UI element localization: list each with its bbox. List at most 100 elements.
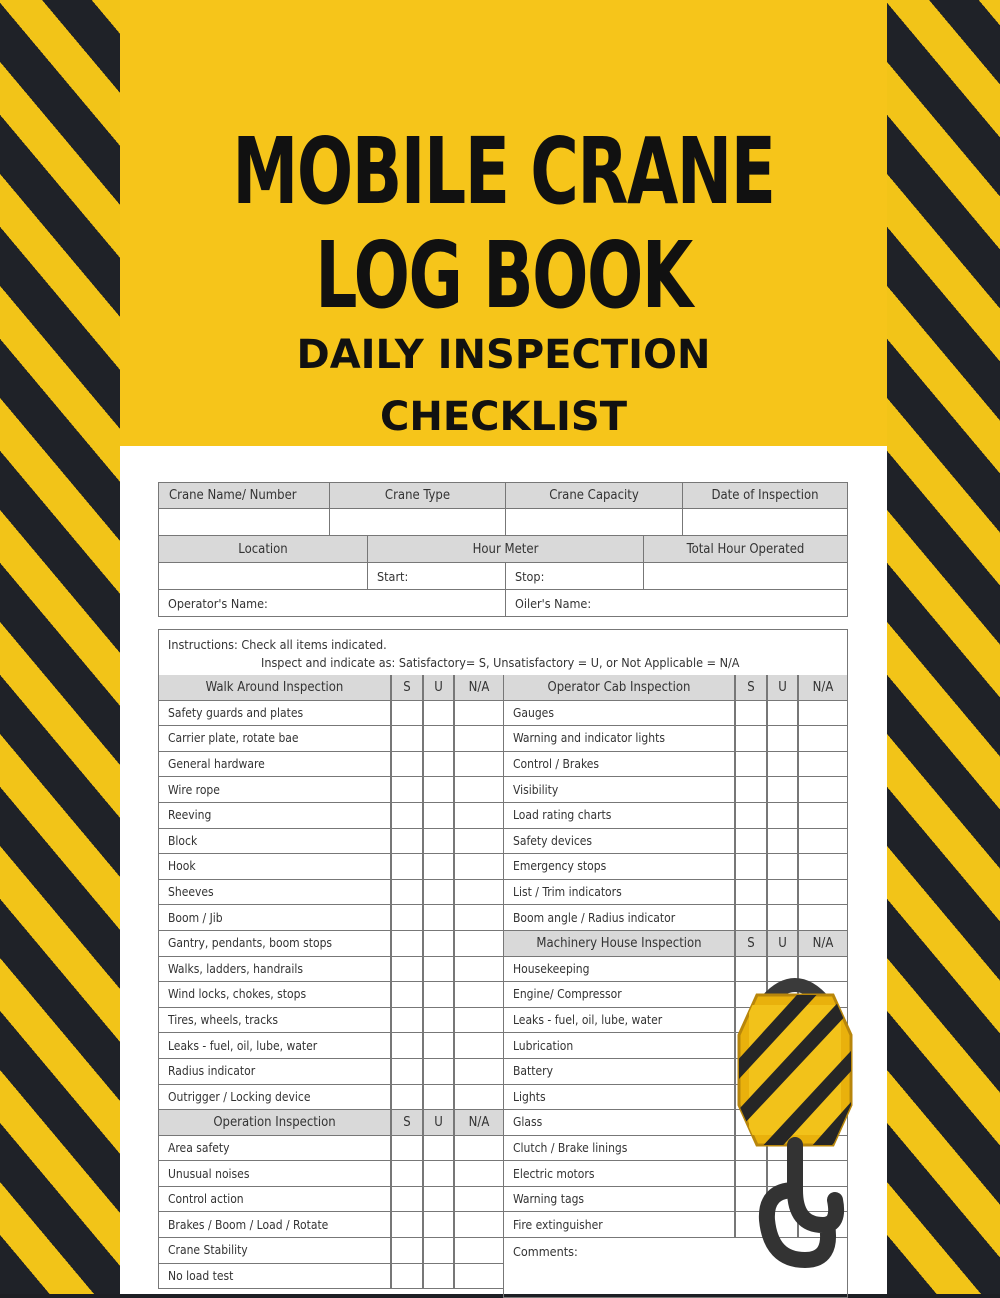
checkbox-u[interactable] xyxy=(423,828,454,855)
stop-field[interactable]: Stop: xyxy=(505,562,644,590)
checkbox-u[interactable] xyxy=(767,905,798,931)
checkbox-na[interactable] xyxy=(454,751,504,778)
checkbox-u[interactable] xyxy=(767,802,798,829)
oiler-name-field[interactable]: Oiler's Name: xyxy=(505,589,848,617)
total-hours-field[interactable] xyxy=(643,562,848,590)
crane-type-field[interactable] xyxy=(329,508,506,536)
checkbox-na[interactable] xyxy=(798,726,848,752)
checkbox-s[interactable] xyxy=(391,1238,423,1264)
checkbox-s[interactable] xyxy=(735,905,767,931)
checkbox-s[interactable] xyxy=(735,700,767,727)
checkbox-s[interactable] xyxy=(735,726,767,752)
checkbox-na[interactable] xyxy=(454,828,504,855)
checkbox-s[interactable] xyxy=(735,1161,767,1187)
checkbox-u[interactable] xyxy=(423,1161,454,1187)
checkbox-u[interactable] xyxy=(423,879,454,906)
operator-name-field[interactable]: Operator's Name: xyxy=(158,589,506,617)
checkbox-s[interactable] xyxy=(391,1186,423,1213)
checkbox-na[interactable] xyxy=(454,1263,504,1290)
checkbox-u[interactable] xyxy=(423,1186,454,1213)
checkbox-s[interactable] xyxy=(391,700,423,727)
checkbox-u[interactable] xyxy=(423,854,454,880)
date-field[interactable] xyxy=(682,508,848,536)
checkbox-na[interactable] xyxy=(454,854,504,880)
checkbox-na[interactable] xyxy=(454,1135,504,1162)
checkbox-u[interactable] xyxy=(423,1212,454,1239)
checkbox-na[interactable] xyxy=(454,777,504,803)
checkbox-na[interactable] xyxy=(454,1033,504,1059)
checkbox-s[interactable] xyxy=(735,1135,767,1162)
checkbox-na[interactable] xyxy=(798,751,848,778)
checkbox-u[interactable] xyxy=(767,879,798,906)
checkbox-s[interactable] xyxy=(735,828,767,855)
checkbox-s[interactable] xyxy=(391,930,423,957)
checkbox-u[interactable] xyxy=(423,905,454,931)
checkbox-s[interactable] xyxy=(735,879,767,906)
checkbox-na[interactable] xyxy=(798,777,848,803)
crane-name-field[interactable] xyxy=(158,508,330,536)
checkbox-s[interactable] xyxy=(391,1058,423,1085)
checkbox-u[interactable] xyxy=(423,751,454,778)
checkbox-u[interactable] xyxy=(423,1084,454,1111)
checkbox-na[interactable] xyxy=(798,956,848,983)
checkbox-na[interactable] xyxy=(454,1058,504,1085)
checkbox-na[interactable] xyxy=(454,905,504,931)
checkbox-s[interactable] xyxy=(391,777,423,803)
checkbox-na[interactable] xyxy=(454,1212,504,1239)
checkbox-u[interactable] xyxy=(423,1007,454,1034)
checkbox-s[interactable] xyxy=(391,1135,423,1162)
checkbox-u[interactable] xyxy=(423,700,454,727)
checkbox-na[interactable] xyxy=(454,1186,504,1213)
checkbox-s[interactable] xyxy=(391,854,423,880)
checkbox-s[interactable] xyxy=(391,751,423,778)
checkbox-na[interactable] xyxy=(798,854,848,880)
checkbox-u[interactable] xyxy=(423,956,454,983)
checkbox-s[interactable] xyxy=(735,777,767,803)
checkbox-na[interactable] xyxy=(454,1238,504,1264)
checkbox-u[interactable] xyxy=(767,726,798,752)
checkbox-u[interactable] xyxy=(423,777,454,803)
checkbox-s[interactable] xyxy=(735,854,767,880)
checkbox-na[interactable] xyxy=(798,828,848,855)
checkbox-s[interactable] xyxy=(735,751,767,778)
checkbox-s[interactable] xyxy=(391,905,423,931)
checkbox-s[interactable] xyxy=(391,1263,423,1290)
checkbox-u[interactable] xyxy=(423,802,454,829)
checkbox-u[interactable] xyxy=(767,700,798,727)
checkbox-u[interactable] xyxy=(423,982,454,1008)
checkbox-s[interactable] xyxy=(391,982,423,1008)
checkbox-na[interactable] xyxy=(798,879,848,906)
checkbox-na[interactable] xyxy=(454,700,504,727)
checkbox-u[interactable] xyxy=(423,1263,454,1290)
checkbox-na[interactable] xyxy=(454,1161,504,1187)
checkbox-na[interactable] xyxy=(454,726,504,752)
checkbox-s[interactable] xyxy=(735,956,767,983)
checkbox-u[interactable] xyxy=(423,1238,454,1264)
checkbox-u[interactable] xyxy=(767,777,798,803)
checkbox-s[interactable] xyxy=(391,1033,423,1059)
location-field[interactable] xyxy=(158,562,368,590)
checkbox-u[interactable] xyxy=(423,1033,454,1059)
crane-capacity-field[interactable] xyxy=(505,508,683,536)
checkbox-na[interactable] xyxy=(454,1084,504,1111)
checkbox-na[interactable] xyxy=(454,1007,504,1034)
checkbox-s[interactable] xyxy=(391,1212,423,1239)
checkbox-na[interactable] xyxy=(454,930,504,957)
checkbox-s[interactable] xyxy=(391,726,423,752)
checkbox-s[interactable] xyxy=(391,956,423,983)
checkbox-u[interactable] xyxy=(767,854,798,880)
checkbox-s[interactable] xyxy=(391,1007,423,1034)
checkbox-s[interactable] xyxy=(391,828,423,855)
checkbox-na[interactable] xyxy=(454,982,504,1008)
checkbox-na[interactable] xyxy=(798,802,848,829)
checkbox-s[interactable] xyxy=(391,879,423,906)
checkbox-na[interactable] xyxy=(454,956,504,983)
checkbox-na[interactable] xyxy=(454,802,504,829)
checkbox-s[interactable] xyxy=(391,802,423,829)
checkbox-na[interactable] xyxy=(798,905,848,931)
checkbox-s[interactable] xyxy=(391,1161,423,1187)
checkbox-na[interactable] xyxy=(798,700,848,727)
checkbox-u[interactable] xyxy=(423,1058,454,1085)
start-field[interactable]: Start: xyxy=(367,562,506,590)
checkbox-u[interactable] xyxy=(423,726,454,752)
